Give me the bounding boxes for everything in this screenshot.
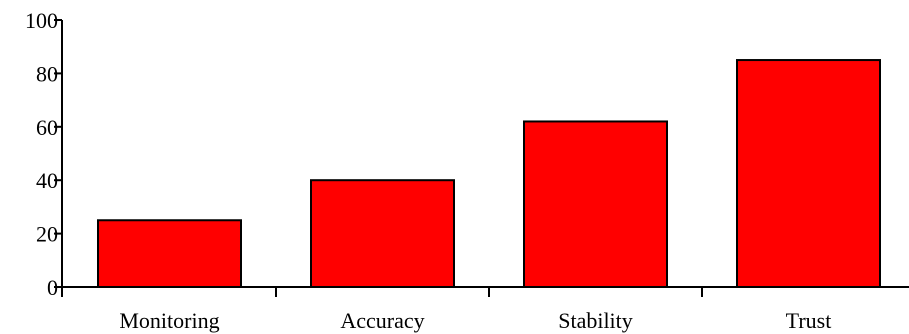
y-axis: 0 20 40 60 80 100: [25, 8, 63, 300]
bar-accuracy: [310, 179, 455, 288]
x-tick-label: Monitoring: [119, 308, 219, 333]
y-tick-label: 0: [47, 275, 58, 300]
y-tick-label: 100: [25, 8, 58, 33]
x-tick-label: Trust: [786, 308, 832, 333]
y-tick-label: 20: [36, 222, 58, 247]
y-tick-label: 40: [36, 168, 58, 193]
bars: [97, 59, 881, 288]
bar-monitoring: [97, 219, 242, 288]
x-tick-label: Stability: [558, 308, 633, 333]
x-tick-label: Accuracy: [340, 308, 424, 333]
bar-trust: [736, 59, 881, 288]
y-tick-label: 80: [36, 61, 58, 86]
x-axis: Monitoring Accuracy Stability Trust: [62, 286, 909, 333]
bar-stability: [523, 120, 668, 288]
y-tick-label: 60: [36, 115, 58, 140]
